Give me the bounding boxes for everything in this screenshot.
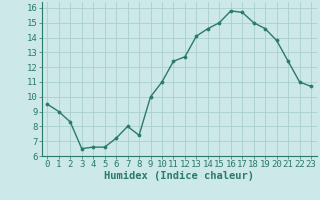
X-axis label: Humidex (Indice chaleur): Humidex (Indice chaleur) — [104, 171, 254, 181]
